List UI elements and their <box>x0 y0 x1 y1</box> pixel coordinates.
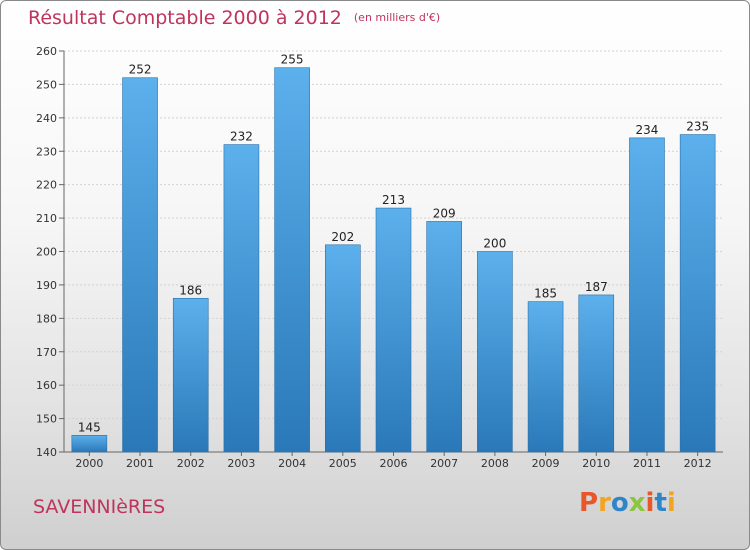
y-tick-label: 250 <box>36 78 57 91</box>
value-label: 255 <box>281 53 304 67</box>
y-tick-label: 180 <box>36 312 57 325</box>
logo-letter: x <box>628 488 646 518</box>
y-tick-label: 230 <box>36 145 57 158</box>
logo-letter: t <box>654 488 667 518</box>
logo-letter: o <box>610 488 629 518</box>
value-label: 145 <box>78 420 101 434</box>
bar-2008 <box>477 251 513 453</box>
logo-letter: r <box>598 488 611 518</box>
x-tick-label: 2001 <box>126 457 154 470</box>
value-label: 187 <box>585 280 608 294</box>
x-tick-label: 2012 <box>684 457 712 470</box>
bar-2007 <box>426 221 462 453</box>
y-tick-label: 240 <box>36 112 57 125</box>
y-tick-label: 220 <box>36 179 57 192</box>
y-tick-label: 200 <box>36 246 57 259</box>
y-tick-label: 260 <box>36 45 57 58</box>
y-tick-labels: 140 150 160 170 180 190 200 210 220 230 240 250 260 <box>36 45 57 459</box>
bar-2003 <box>223 144 260 453</box>
value-label: 252 <box>129 63 152 77</box>
commune-name: SAVENNIèRES <box>33 496 166 518</box>
value-labels: 145 252 186 232 255 202 213 209 200 185 187 234 235 <box>78 53 709 435</box>
chart-unit-label: (en milliers d'€) <box>353 11 441 24</box>
bar-2005 <box>325 244 361 453</box>
logo-letter: i <box>666 488 676 518</box>
value-label: 235 <box>686 120 709 134</box>
x-tick-label: 2004 <box>278 457 306 470</box>
x-tick-label: 2008 <box>481 457 509 470</box>
x-tick-label: 2002 <box>177 457 205 470</box>
bar-2012 <box>679 134 716 453</box>
bar-2001 <box>122 77 158 453</box>
x-tick-label: 2010 <box>582 457 610 470</box>
y-tick-label: 190 <box>36 279 57 292</box>
x-tick-label: 2006 <box>380 457 408 470</box>
y-tick-label: 140 <box>36 446 57 459</box>
bar-2011 <box>629 137 665 453</box>
x-tick-labels: 2000 2001 2002 2003 2004 2005 2006 2007 2008 2009… <box>75 457 711 470</box>
bar-2009 <box>527 301 564 453</box>
y-tick-label: 210 <box>36 212 57 225</box>
x-tick-label: 2003 <box>227 457 255 470</box>
logo-letter: i <box>645 488 655 518</box>
bar-2010 <box>578 294 615 453</box>
proxiti-logo: Proxiti <box>579 488 676 518</box>
x-tick-label: 2000 <box>75 457 103 470</box>
x-tick-label: 2011 <box>633 457 661 470</box>
bar-2006 <box>375 207 412 453</box>
value-label: 186 <box>179 283 202 297</box>
y-tick-label: 170 <box>36 346 57 359</box>
chart-title: Résultat Comptable 2000 à 2012 (en millie… <box>28 7 440 29</box>
bars <box>71 67 716 453</box>
value-label: 209 <box>433 206 456 220</box>
x-tick-label: 2009 <box>532 457 560 470</box>
value-label: 200 <box>483 237 506 251</box>
y-tick-label: 160 <box>36 379 57 392</box>
value-label: 232 <box>230 130 253 144</box>
value-label: 185 <box>534 287 557 301</box>
chart-title-text: Résultat Comptable 2000 à 2012 <box>28 7 342 29</box>
bar-2004 <box>274 67 310 453</box>
value-label: 234 <box>636 123 659 137</box>
y-tick-label: 150 <box>36 413 57 426</box>
x-tick-label: 2007 <box>430 457 458 470</box>
bar-2000 <box>71 434 108 453</box>
logo-letter: P <box>579 488 599 518</box>
x-tick-label: 2005 <box>329 457 357 470</box>
value-label: 213 <box>382 193 405 207</box>
bar-2002 <box>172 297 209 453</box>
value-label: 202 <box>331 230 354 244</box>
